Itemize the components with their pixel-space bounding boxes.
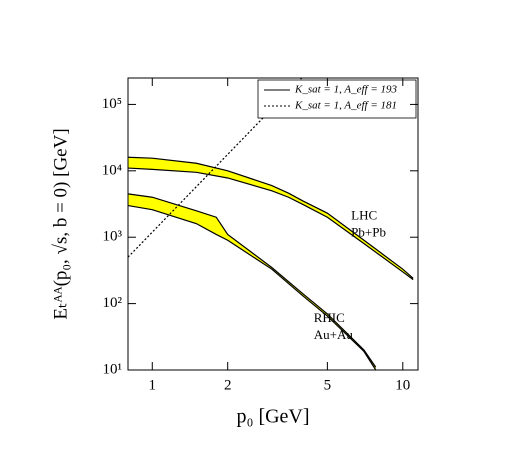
x-tick-label: 1 bbox=[149, 377, 157, 393]
x-tick-label: 5 bbox=[324, 377, 332, 393]
line bbox=[128, 78, 303, 258]
band-upper bbox=[128, 156, 414, 279]
band-lower bbox=[128, 204, 377, 370]
y-axis-label: Eₜᴬᴬ(p₀, √s, b = 0) [GeV] bbox=[50, 128, 71, 319]
legend-box bbox=[257, 79, 417, 119]
band-annotation: LHC bbox=[351, 207, 377, 222]
y-tick-label: 10³ bbox=[103, 229, 123, 245]
y-tick-label: 10² bbox=[103, 295, 123, 311]
legend-label: K_sat = 1, A_eff = 181 bbox=[294, 100, 397, 112]
x-tick-label: 10 bbox=[395, 377, 410, 393]
legend-label: K_sat = 1, A_eff = 193 bbox=[294, 84, 398, 96]
band-fill bbox=[128, 193, 376, 370]
plot-frame bbox=[127, 77, 419, 371]
y-tick-label: 10⁵ bbox=[102, 96, 122, 112]
band-upper bbox=[128, 193, 377, 368]
band-annotation: Pb+Pb bbox=[351, 224, 386, 239]
band-annotation: Au+Au bbox=[314, 327, 354, 342]
y-tick-label: 10¹ bbox=[103, 361, 123, 377]
y-tick-label: 10⁴ bbox=[102, 162, 122, 178]
band-lower bbox=[128, 167, 414, 281]
x-tick-label: 2 bbox=[224, 377, 232, 393]
plot-area bbox=[128, 78, 414, 370]
x-axis-label: p₀ [GeV] bbox=[236, 406, 309, 428]
band-annotation: RHIC bbox=[314, 310, 345, 325]
